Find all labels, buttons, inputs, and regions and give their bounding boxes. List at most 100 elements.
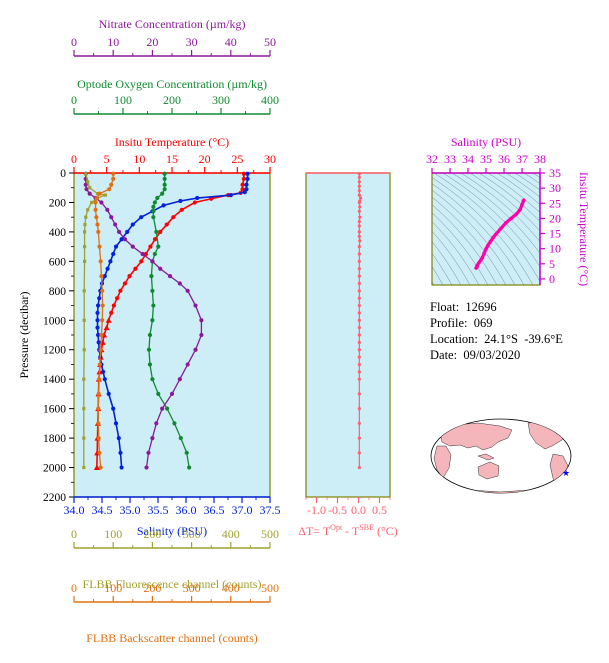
flbb-fluorescence-point [82, 348, 86, 352]
salinity-point [130, 222, 135, 227]
density-contour-line [442, 173, 540, 268]
optode-oxygen-concentration-point [154, 229, 159, 235]
optode-oxygen-concentration-point [156, 391, 161, 397]
float-value: 12696 [465, 300, 497, 314]
delta-t-tick-label-3: 0.5 [372, 503, 387, 517]
optode-oxygen-concentration-point [147, 332, 153, 338]
insitu-temperature-point [111, 303, 116, 308]
salinity-point [195, 195, 200, 201]
optode-oxygen-concentration-point [149, 273, 154, 279]
flbb-backscatter-point [99, 332, 104, 338]
ts-temperature-tick-label-5: 25 [549, 196, 561, 210]
temperature-tick-label-1: 5 [104, 152, 110, 166]
salinity-tick-label-2: 35.0 [120, 503, 141, 517]
delta-t-point [357, 245, 361, 249]
optode-oxygen-concentration-point [146, 347, 152, 352]
delta-t-point [357, 209, 361, 213]
optode-oxygen-concentration-point [162, 171, 167, 176]
salinity-axis-title: Salinity (PSU) [137, 524, 207, 538]
optode-oxygen-concentration-point [150, 318, 155, 323]
delta-t-point [357, 377, 361, 381]
delta-t-point [357, 392, 361, 396]
oxygen-tick-label-1: 100 [114, 93, 132, 107]
nitrate-concentration-point [193, 303, 198, 308]
insitu-temperature-point [158, 229, 163, 235]
delta-t-title-sup1: Opt [330, 523, 343, 532]
pressure-tick-label-4: 800 [49, 286, 67, 298]
ts-salinity-tick-label-1: 33 [444, 152, 456, 166]
nitrate-concentration-point [177, 281, 182, 286]
salinity-point [102, 273, 107, 279]
optode-oxygen-concentration-point [151, 303, 156, 308]
flbb-backscatter-point [96, 391, 101, 397]
float-location-marker: ★ [562, 469, 570, 479]
oxygen-tick-label-0: 0 [71, 93, 77, 107]
salinity-point [95, 318, 100, 323]
flbb-fluorescence-point [86, 208, 90, 212]
insitu-temperature-point [152, 237, 158, 242]
salinity-point [108, 259, 113, 264]
float-id-line: Float: 12696 [430, 300, 497, 315]
optode-oxygen-concentration-point [162, 176, 167, 181]
salinity-point [111, 251, 116, 257]
ts-point [491, 235, 496, 240]
ts-point [484, 247, 488, 251]
salinity-point [113, 421, 119, 426]
ts-salinity-axis-title: Salinity (PSU) [451, 135, 521, 149]
ts-point [494, 232, 498, 236]
flbb-backscatter-point [93, 207, 98, 212]
pressure-tick-label-8: 1600 [43, 404, 66, 416]
temperature-tick-label-5: 25 [231, 152, 243, 166]
ts-point [475, 263, 479, 268]
density-contour-line [432, 204, 498, 285]
flbb-backscatter-point [98, 347, 103, 352]
backscatter-tick-label-2: 200 [143, 581, 161, 595]
density-contour-line [432, 230, 471, 285]
flbb-backscatter-point [98, 259, 103, 264]
delta-t-point [358, 205, 362, 209]
delta-t-tick-label-2: 0.0 [351, 503, 366, 517]
nitrate-concentration-point [99, 200, 104, 205]
optode-oxygen-concentration-point [184, 450, 189, 455]
temperature-axis-title: Insitu Temperature (°C) [115, 135, 229, 149]
density-contour-line [432, 212, 489, 285]
optode-oxygen-concentration-point [187, 465, 192, 470]
salinity-point [95, 310, 100, 316]
delta-t-point [357, 333, 361, 337]
location-label: Location: [430, 332, 478, 346]
fluorescence-tick-label-0: 0 [71, 527, 77, 541]
ts-point [480, 255, 485, 260]
insitu-temperature-point [171, 215, 176, 220]
nitrate-concentration-point [130, 244, 135, 249]
nitrate-tick-label-3: 30 [186, 35, 198, 49]
flbb-fluorescence-point [82, 318, 86, 322]
salinity-point [245, 176, 250, 181]
delta-t-point [357, 289, 361, 293]
density-contour-line [505, 173, 540, 198]
nitrate-concentration-point [116, 229, 122, 235]
nitrate-concentration-point [83, 182, 88, 187]
density-contour-line [514, 173, 540, 191]
flbb-backscatter-point [96, 406, 101, 411]
delta-t-point [357, 303, 361, 308]
insitu-temperature-point [241, 171, 246, 176]
delta-t-point [357, 348, 361, 352]
nitrate-concentration-point [158, 266, 163, 271]
density-contour-line [432, 221, 480, 285]
flbb-backscatter-point [93, 200, 98, 205]
density-contour-line [433, 173, 540, 283]
salinity-point [97, 296, 102, 301]
ts-point [504, 221, 508, 225]
ts-salinity-tick-label-0: 32 [426, 152, 438, 166]
date-line: Date: 09/03/2020 [430, 348, 520, 363]
flbb-backscatter-point [95, 222, 100, 227]
delta-t-plot-frame [305, 172, 391, 498]
salinity-point [111, 406, 116, 411]
ts-point [486, 243, 490, 248]
density-contour-line [451, 173, 540, 254]
oxygen-axis-title: Optode Oxygen Concentration (µm/kg) [77, 77, 267, 91]
nitrate-concentration-point [169, 391, 175, 397]
insitu-temperature-point [179, 207, 184, 212]
backscatter-axis-title: FLBB Backscatter channel (counts) [86, 631, 258, 645]
delta-t-point [357, 175, 361, 180]
